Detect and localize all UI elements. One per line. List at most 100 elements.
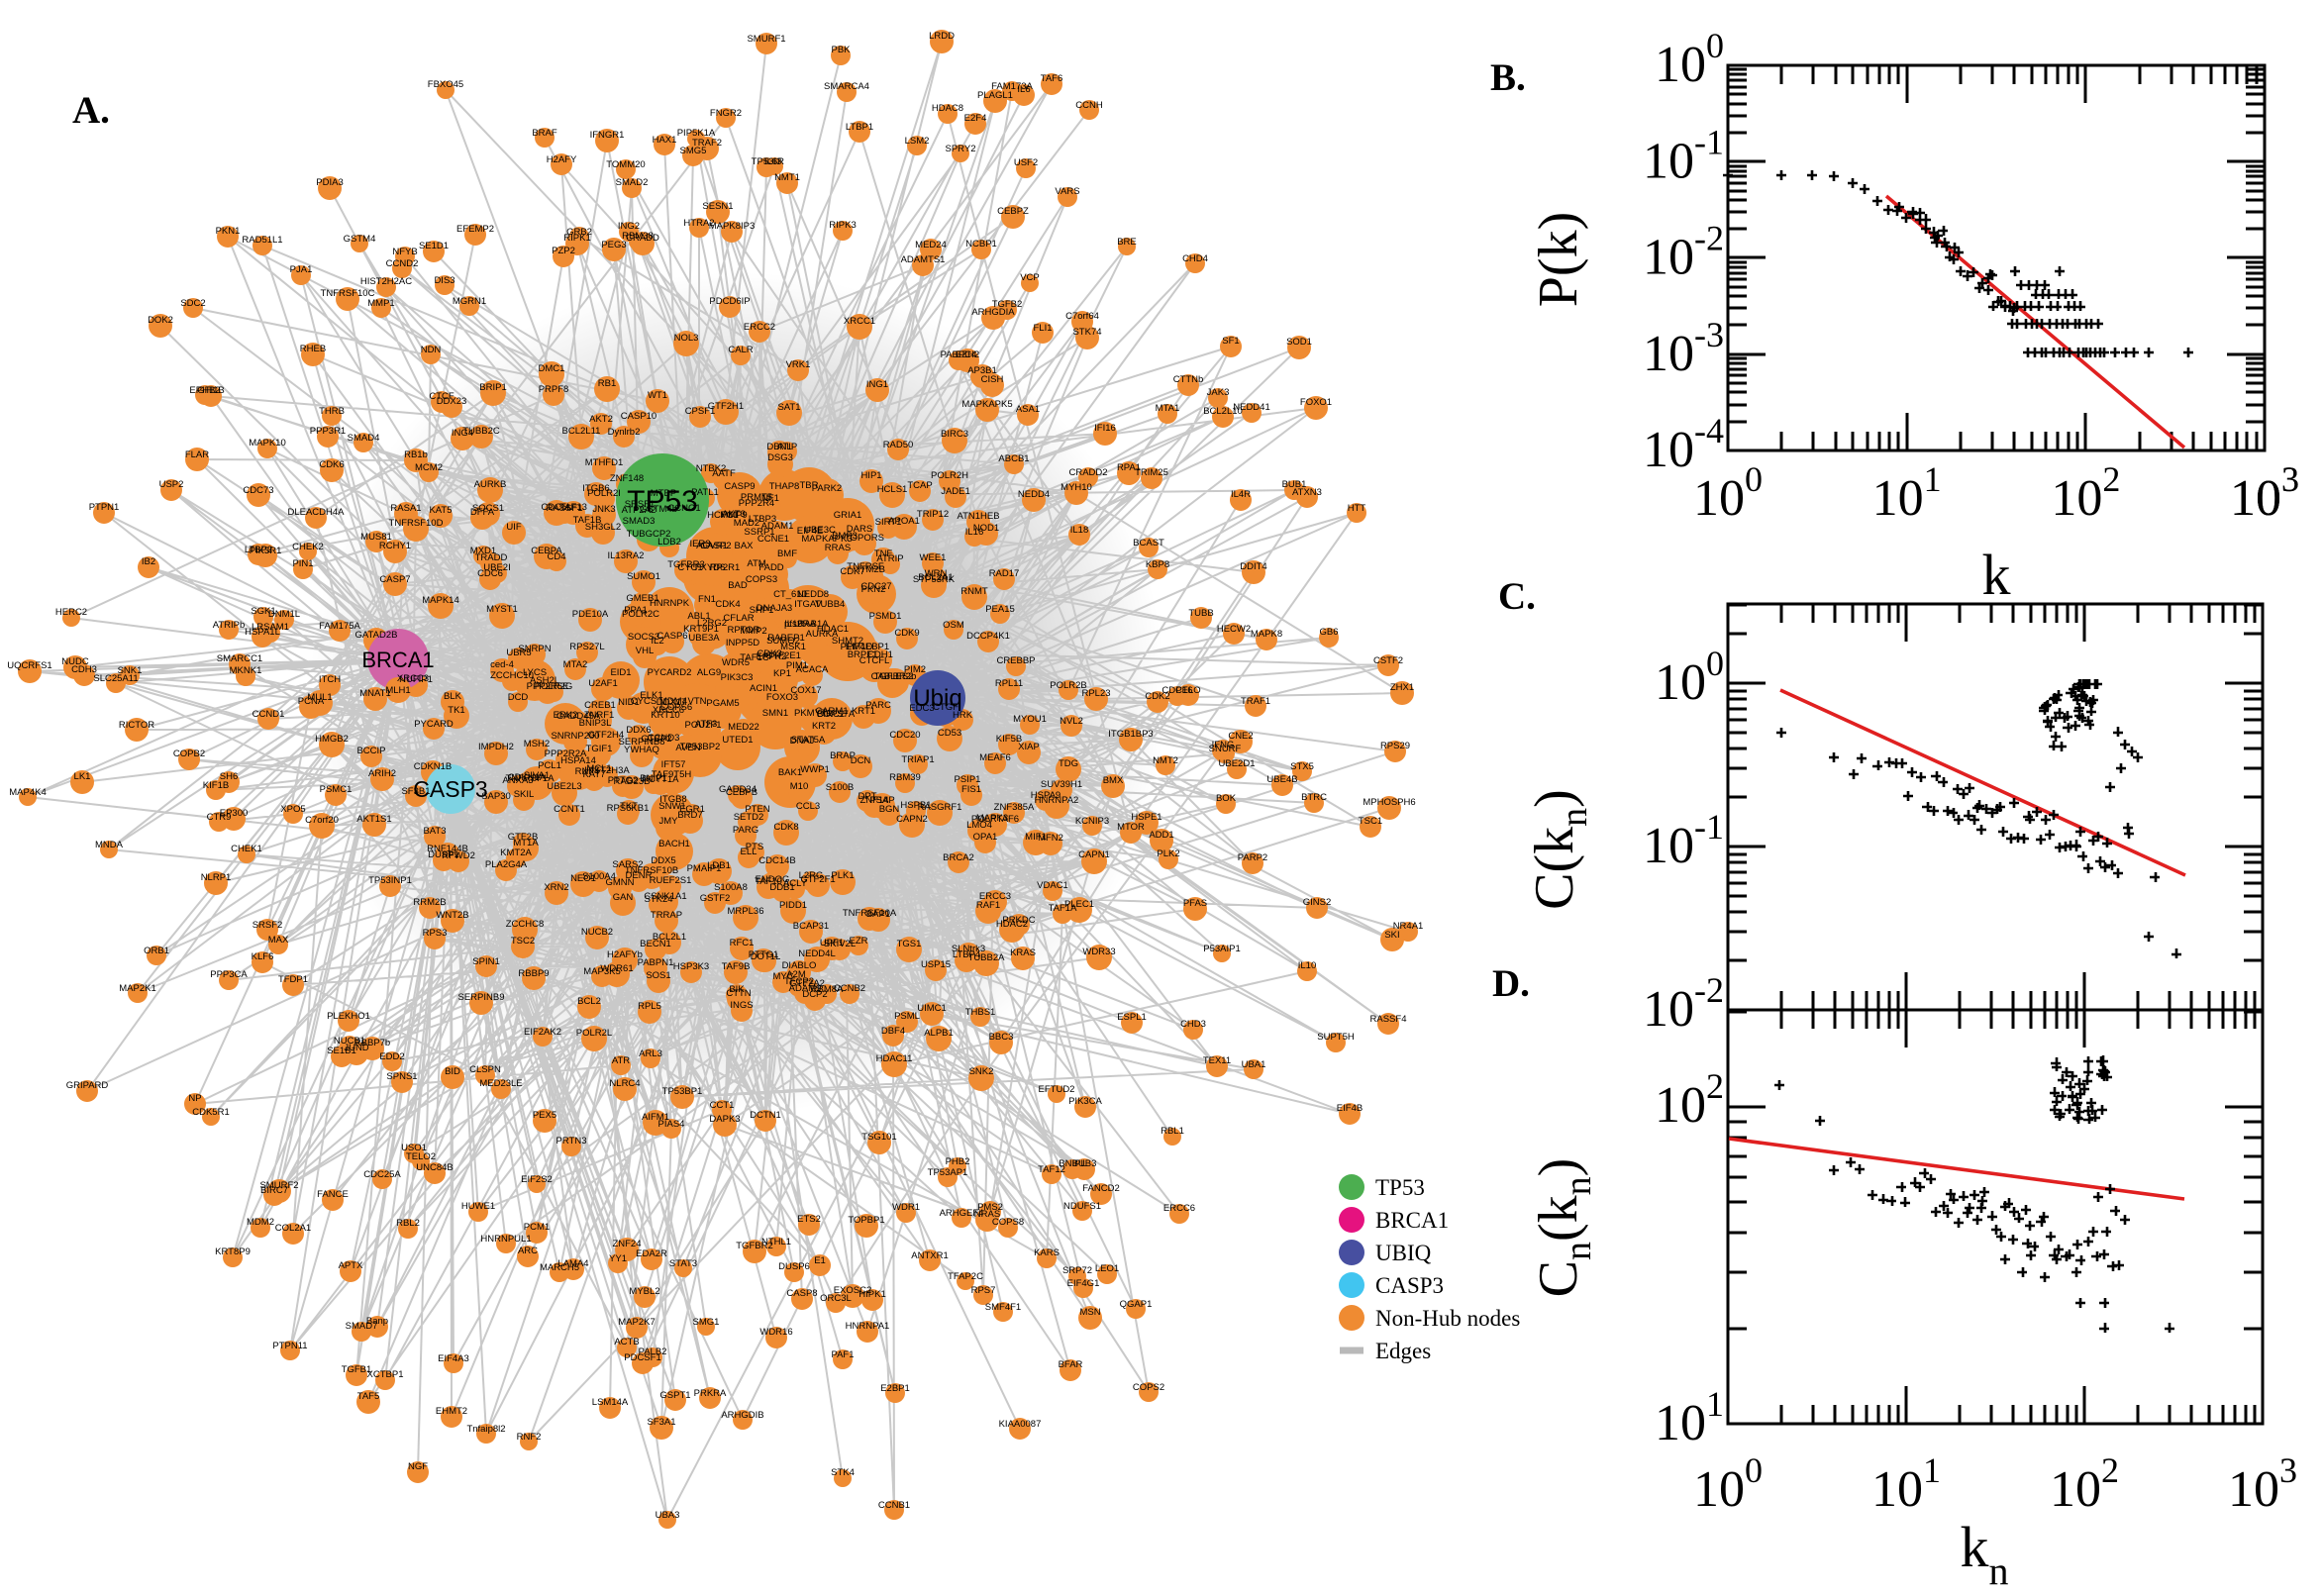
svg-text:CDK4: CDK4 xyxy=(715,599,740,610)
svg-text:RBM8A: RBM8A xyxy=(811,984,844,995)
svg-text:FIS1: FIS1 xyxy=(961,784,981,795)
svg-text:NDUFS1: NDUFS1 xyxy=(1063,1201,1101,1212)
svg-text:TP53BP2: TP53BP2 xyxy=(680,742,721,752)
svg-text:ORC3L: ORC3L xyxy=(820,1293,852,1304)
svg-text:BMF: BMF xyxy=(777,549,797,559)
svg-text:P53AIP1: P53AIP1 xyxy=(1203,944,1241,954)
svg-text:HUWE1: HUWE1 xyxy=(461,1201,495,1212)
svg-text:RPS27L: RPS27L xyxy=(569,642,604,652)
svg-text:THRB: THRB xyxy=(319,406,345,417)
svg-text:KRT8P9: KRT8P9 xyxy=(215,1247,251,1257)
svg-text:DOT1L: DOT1L xyxy=(751,951,781,962)
svg-text:LSM14A: LSM14A xyxy=(592,1397,629,1408)
svg-text:BTRC: BTRC xyxy=(1301,792,1327,803)
svg-text:HTT: HTT xyxy=(1348,503,1366,514)
svg-text:PALB2: PALB2 xyxy=(639,1347,667,1357)
svg-text:FNGR2: FNGR2 xyxy=(710,108,742,119)
svg-text:PSIP1: PSIP1 xyxy=(955,774,981,785)
svg-text:SOS1: SOS1 xyxy=(646,970,670,981)
svg-text:PDCSF1: PDCSF1 xyxy=(624,1352,660,1363)
svg-text:KRT10: KRT10 xyxy=(651,710,679,721)
svg-text:FLI1: FLI1 xyxy=(1033,323,1052,334)
svg-text:ASA1: ASA1 xyxy=(1016,404,1040,415)
svg-text:ATF3: ATF3 xyxy=(695,719,718,730)
svg-text:JNK3: JNK3 xyxy=(592,504,615,515)
svg-text:PIM2: PIM2 xyxy=(904,664,926,675)
svg-text:DBNL: DBNL xyxy=(766,442,791,452)
svg-text:COPS2: COPS2 xyxy=(1133,1382,1164,1393)
svg-text:SMG5: SMG5 xyxy=(680,146,707,156)
svg-text:RPS7: RPS7 xyxy=(971,1285,996,1296)
svg-text:FADD: FADD xyxy=(758,562,783,573)
svg-text:MUL1: MUL1 xyxy=(307,692,332,703)
svg-text:GTF2H1: GTF2H1 xyxy=(708,401,744,412)
svg-text:MED24: MED24 xyxy=(915,240,947,250)
svg-text:NEDD41: NEDD41 xyxy=(1233,402,1270,413)
svg-text:RBL1: RBL1 xyxy=(1161,1126,1184,1137)
svg-text:KARS: KARS xyxy=(1034,1247,1060,1258)
svg-text:KAT7: KAT7 xyxy=(582,769,605,780)
svg-text:USF2: USF2 xyxy=(1014,157,1038,168)
svg-text:UTED1: UTED1 xyxy=(722,735,753,746)
svg-text:ENDOG: ENDOG xyxy=(756,874,790,885)
svg-text:UBE2D1: UBE2D1 xyxy=(1219,758,1256,769)
svg-text:BCL2L1: BCL2L1 xyxy=(653,932,686,943)
svg-text:CASP3: CASP3 xyxy=(1375,1273,1444,1298)
svg-text:HDAC1: HDAC1 xyxy=(817,624,849,635)
svg-text:STK74: STK74 xyxy=(1072,327,1101,338)
svg-text:NUCB2: NUCB2 xyxy=(581,927,613,938)
svg-text:CHEK1: CHEK1 xyxy=(231,844,262,854)
svg-text:HTRA2: HTRA2 xyxy=(683,218,714,229)
svg-text:AKT3: AKT3 xyxy=(722,509,746,520)
svg-text:DCTN1: DCTN1 xyxy=(750,1110,781,1121)
svg-text:SERPINB9: SERPINB9 xyxy=(458,992,505,1003)
svg-text:BRCA2: BRCA2 xyxy=(943,852,974,863)
svg-text:ACTB: ACTB xyxy=(614,1337,639,1347)
svg-text:TK1: TK1 xyxy=(448,705,464,716)
svg-text:WDR61: WDR61 xyxy=(600,963,633,974)
svg-text:JUND: JUND xyxy=(344,1043,368,1053)
svg-text:KRT1: KRT1 xyxy=(852,706,875,717)
svg-text:THBS1: THBS1 xyxy=(965,1007,996,1018)
svg-text:MMP9: MMP9 xyxy=(720,510,747,521)
svg-text:TAF9T5H: TAF9T5H xyxy=(652,769,692,780)
svg-text:HDAC11: HDAC11 xyxy=(876,1053,913,1064)
svg-text:TAF5: TAF5 xyxy=(357,1391,380,1402)
svg-text:POLR2B: POLR2B xyxy=(1050,680,1087,691)
svg-text:EDA2R: EDA2R xyxy=(636,1248,667,1259)
svg-text:RAB1A: RAB1A xyxy=(797,619,829,630)
svg-text:EP300: EP300 xyxy=(220,808,249,819)
svg-text:PRKDC: PRKDC xyxy=(1002,915,1035,926)
svg-text:CASP2: CASP2 xyxy=(700,541,731,551)
svg-text:H2AFYb: H2AFYb xyxy=(607,949,643,960)
svg-text:CTCFL: CTCFL xyxy=(859,655,890,666)
svg-text:SMAD7: SMAD7 xyxy=(346,1321,378,1332)
svg-text:ERCC2: ERCC2 xyxy=(744,322,775,333)
svg-text:RPS6KB1: RPS6KB1 xyxy=(607,803,650,814)
svg-text:CT_610: CT_610 xyxy=(773,589,807,600)
svg-text:HNRNPK: HNRNPK xyxy=(650,598,690,609)
svg-text:CCND3: CCND3 xyxy=(648,733,680,744)
svg-text:MCL1: MCL1 xyxy=(586,763,611,774)
svg-text:SNW1: SNW1 xyxy=(658,801,685,812)
svg-text:SMARCC1: SMARCC1 xyxy=(217,653,262,664)
svg-text:MTA2: MTA2 xyxy=(563,659,588,670)
svg-text:GMEB1: GMEB1 xyxy=(626,593,658,604)
svg-text:SLNtrk3: SLNtrk3 xyxy=(952,944,985,954)
svg-text:PPP3R1: PPP3R1 xyxy=(310,426,346,437)
svg-text:BUB3: BUB3 xyxy=(1072,1158,1097,1169)
svg-text:EIF4E: EIF4E xyxy=(797,526,823,537)
svg-text:VRK1: VRK1 xyxy=(786,359,811,370)
svg-text:WT1: WT1 xyxy=(648,390,667,401)
svg-text:GMNN: GMNN xyxy=(605,877,634,888)
svg-text:MTOR: MTOR xyxy=(1117,822,1145,833)
svg-text:PKN2: PKN2 xyxy=(861,584,886,595)
svg-text:S100A4: S100A4 xyxy=(582,871,616,882)
svg-text:SRSF1: SRSF1 xyxy=(625,499,656,510)
svg-text:KBP8: KBP8 xyxy=(1146,559,1169,570)
svg-text:FBXO45: FBXO45 xyxy=(428,79,463,90)
svg-text:CDC20: CDC20 xyxy=(889,730,920,741)
svg-text:DSG3: DSG3 xyxy=(767,452,793,463)
svg-text:SRSF2: SRSF2 xyxy=(252,920,283,931)
svg-text:IL6: IL6 xyxy=(1017,84,1030,95)
